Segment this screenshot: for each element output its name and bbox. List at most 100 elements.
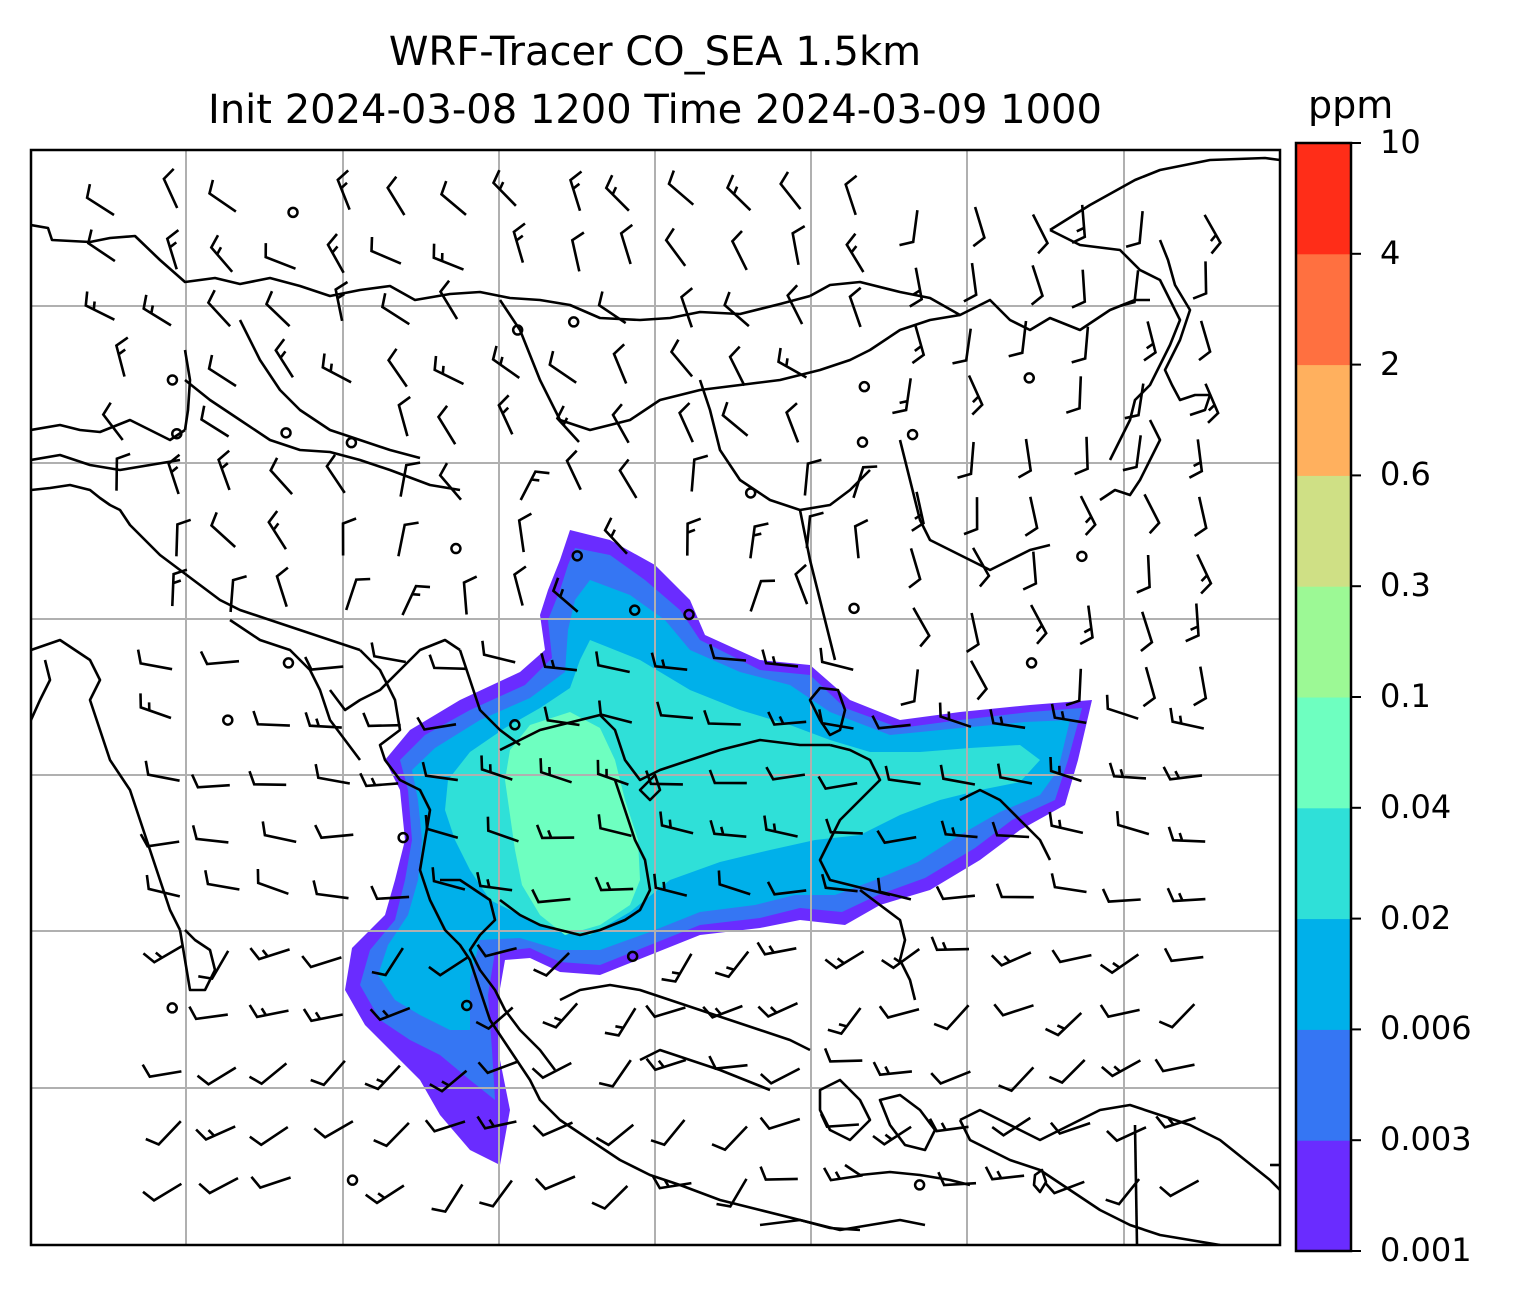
- wind-barb: [611, 403, 630, 444]
- wind-barb: [749, 579, 776, 612]
- wind-barb: [844, 174, 858, 216]
- wind-barb: [165, 229, 180, 270]
- wind-barb: [825, 818, 863, 835]
- wind-barb: [479, 1179, 513, 1208]
- wind-barb: [85, 183, 115, 217]
- wind-barb: [370, 885, 410, 901]
- wind-barb: [598, 1059, 632, 1088]
- calm-wind-circle: [913, 1179, 926, 1191]
- wind-barb: [1158, 1003, 1196, 1029]
- wind-barb: [1203, 214, 1222, 255]
- wind-barb: [708, 1055, 748, 1070]
- wind-barb: [432, 243, 464, 271]
- wind-barb: [711, 1125, 748, 1152]
- calm-wind-circle: [683, 608, 695, 621]
- wind-barb: [371, 947, 404, 977]
- wind-barb: [312, 880, 349, 900]
- wind-barb: [364, 1064, 401, 1091]
- wind-barb: [765, 766, 806, 781]
- wind-barb: [373, 1121, 410, 1148]
- wind-barb: [548, 350, 577, 384]
- wind-barb: [900, 669, 920, 706]
- colorbar-segment: [1296, 697, 1351, 809]
- wind-barb: [678, 402, 694, 443]
- colorbar-segment: [1296, 1029, 1351, 1141]
- wind-barb: [989, 709, 1026, 730]
- wind-barb: [438, 279, 459, 320]
- wind-barb: [1008, 320, 1028, 358]
- wind-barb: [513, 565, 527, 606]
- calm-wind-circle: [287, 206, 299, 219]
- wind-barb: [1044, 1011, 1083, 1037]
- wind-barb: [876, 877, 912, 901]
- wind-barb: [1101, 888, 1141, 903]
- wind-barb: [1017, 438, 1033, 479]
- wind-barb: [761, 649, 799, 668]
- wind-barb: [261, 821, 297, 844]
- wind-barb: [1024, 496, 1039, 537]
- wind-barb: [702, 1004, 743, 1019]
- calm-wind-circle: [171, 427, 183, 440]
- wind-barb: [1143, 321, 1157, 362]
- wind-barb: [431, 1183, 464, 1214]
- wind-barb: [136, 649, 173, 671]
- wind-barb: [543, 706, 580, 727]
- colorbar-segment: [1296, 143, 1351, 255]
- wind-barb: [275, 566, 289, 608]
- calm-wind-circle: [906, 428, 919, 441]
- wind-barb: [248, 770, 287, 787]
- wind-barb: [756, 941, 797, 956]
- wind-barb: [321, 353, 352, 384]
- wind-barb: [424, 814, 459, 839]
- wind-barb: [827, 1007, 862, 1036]
- wind-barb: [555, 405, 580, 443]
- wind-barb: [386, 175, 406, 216]
- wind-barb: [401, 584, 431, 616]
- wind-barb: [725, 174, 752, 212]
- wind-barb: [397, 521, 419, 557]
- wind-barb: [848, 286, 862, 328]
- wind-barb: [596, 759, 629, 786]
- colorbar-segment: [1296, 364, 1351, 476]
- wind-barb: [871, 715, 911, 730]
- wind-barb: [1108, 762, 1147, 780]
- wind-barb: [531, 1061, 572, 1080]
- wind-barb: [250, 1175, 292, 1190]
- wind-barb: [785, 402, 800, 443]
- colorbar-ticks: [1351, 142, 1361, 1252]
- wind-barb: [995, 883, 1034, 899]
- calm-wind-circle: [571, 550, 583, 562]
- calm-wind-circle: [346, 1174, 359, 1186]
- wind-barb: [759, 1116, 801, 1131]
- wind-barb: [878, 1005, 920, 1019]
- wind-barb: [786, 284, 804, 325]
- wind-barb: [476, 943, 517, 958]
- wind-barb: [1099, 953, 1140, 975]
- wind-barb: [597, 814, 632, 838]
- wind-barb: [969, 660, 989, 701]
- wind-barb: [1142, 666, 1157, 708]
- wind-barb: [304, 712, 342, 729]
- wind-barb: [462, 575, 478, 615]
- wind-barb: [930, 936, 970, 952]
- wind-barb: [595, 1123, 635, 1147]
- wind-barb: [480, 755, 513, 781]
- wind-barb: [911, 491, 925, 532]
- wind-barb: [998, 1066, 1035, 1093]
- wind-barb: [370, 236, 402, 265]
- wind-barb: [661, 953, 693, 983]
- wind-barb: [819, 1113, 859, 1129]
- wind-barb: [935, 885, 976, 901]
- wind-barb: [486, 816, 519, 843]
- wind-barb: [139, 833, 180, 848]
- wind-barb: [667, 170, 695, 206]
- wind-barb: [431, 867, 466, 891]
- wind-barb: [428, 956, 468, 977]
- wind-barb: [1185, 603, 1200, 643]
- wind-barb: [191, 824, 229, 844]
- wind-barb: [604, 1007, 637, 1037]
- wind-barb: [341, 517, 357, 556]
- wind-barb: [766, 881, 807, 896]
- wind-barb: [933, 1004, 970, 1031]
